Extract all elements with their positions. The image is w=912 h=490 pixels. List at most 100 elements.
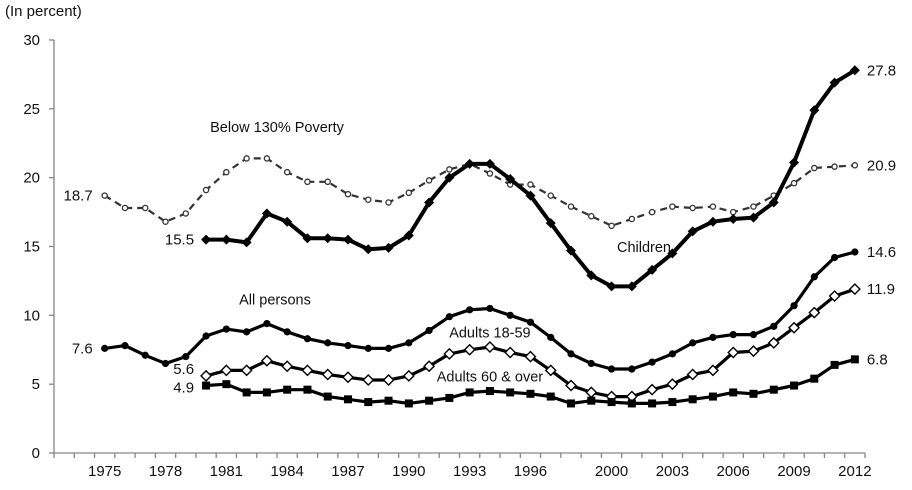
data-point [202,381,211,390]
data-point [770,322,778,330]
data-point [525,190,536,201]
data-point [323,392,332,401]
data-point [200,369,213,382]
x-tick-label: 1987 [331,463,364,480]
data-point [222,380,231,389]
end-value-label: 11.9 [867,281,895,298]
data-point [283,385,292,394]
data-point [304,178,311,186]
data-point [688,395,697,404]
x-tick-label: 1981 [210,463,243,480]
data-point [364,398,373,407]
data-point [607,398,616,407]
data-point [121,204,129,212]
data-point [544,364,557,377]
start-value-label: 15.5 [165,232,194,249]
data-point [202,186,210,194]
data-point [445,393,454,402]
data-point [828,290,841,303]
data-point [687,226,698,237]
data-point [303,335,312,343]
end-value-label: 20.9 [867,157,896,174]
data-point [545,218,556,229]
series-below-130-poverty [101,155,859,230]
data-point [768,197,779,208]
data-point [809,105,820,116]
data-point [504,346,517,359]
data-point [483,341,496,353]
data-point [689,339,697,347]
data-point [303,385,312,394]
data-point [463,343,476,356]
data-point [243,328,251,336]
data-point [750,203,757,210]
data-point [727,346,740,359]
data-point [588,212,595,220]
data-point [586,270,597,281]
data-point [505,174,516,185]
data-point [628,215,636,223]
data-point [486,304,494,313]
data-point [706,364,719,377]
data-point [261,208,272,219]
data-point [101,344,109,352]
data-point [647,264,658,275]
data-point [729,388,738,397]
data-point [527,181,534,188]
series-line [104,157,855,227]
data-point [281,360,294,373]
data-point [241,237,252,248]
data-point [363,244,374,255]
data-point [850,355,859,364]
data-point [445,313,453,321]
data-point [607,365,616,373]
series-name-label: All persons [239,292,311,308]
data-point [465,388,474,397]
data-point [301,364,314,377]
data-point [405,189,413,197]
data-point [608,222,615,230]
data-point [668,398,677,407]
data-point [283,328,291,336]
data-point [851,248,859,256]
data-point [322,233,333,244]
data-point [627,399,636,408]
data-point [524,350,537,363]
data-point [567,399,576,408]
data-point [222,325,230,333]
labels-layer: 18.7 20.9 15.5 27.8 7.6 14.6 5.6 11.9 4.9 6.8 Belo… [63,62,896,396]
data-point [546,392,555,401]
data-point [767,336,780,349]
data-point [626,281,637,292]
data-point [668,350,676,358]
data-point [383,242,394,253]
x-tick-label: 1975 [88,463,121,480]
data-point [728,213,739,224]
data-point [729,208,737,216]
data-point [689,204,696,212]
data-point [221,234,232,245]
data-point [343,395,352,404]
data-point [466,306,474,314]
data-point [243,155,250,162]
data-point [384,396,393,405]
data-point [240,364,253,377]
data-point [486,170,494,177]
end-value-label: 27.8 [867,62,896,79]
data-point [810,374,819,383]
x-tick-label: 1984 [270,463,303,480]
data-point [547,333,555,341]
data-point [302,233,313,244]
data-point [810,273,818,281]
x-tick-label: 1996 [514,463,547,480]
y-tick-label: 15 [23,239,40,256]
data-point [444,172,455,183]
data-point [709,203,717,210]
data-point [404,399,413,408]
series-name-label: Children [617,240,671,256]
start-value-label: 7.6 [72,340,93,357]
data-point [567,203,575,210]
end-value-label: 14.6 [867,244,896,261]
data-point [587,359,595,368]
